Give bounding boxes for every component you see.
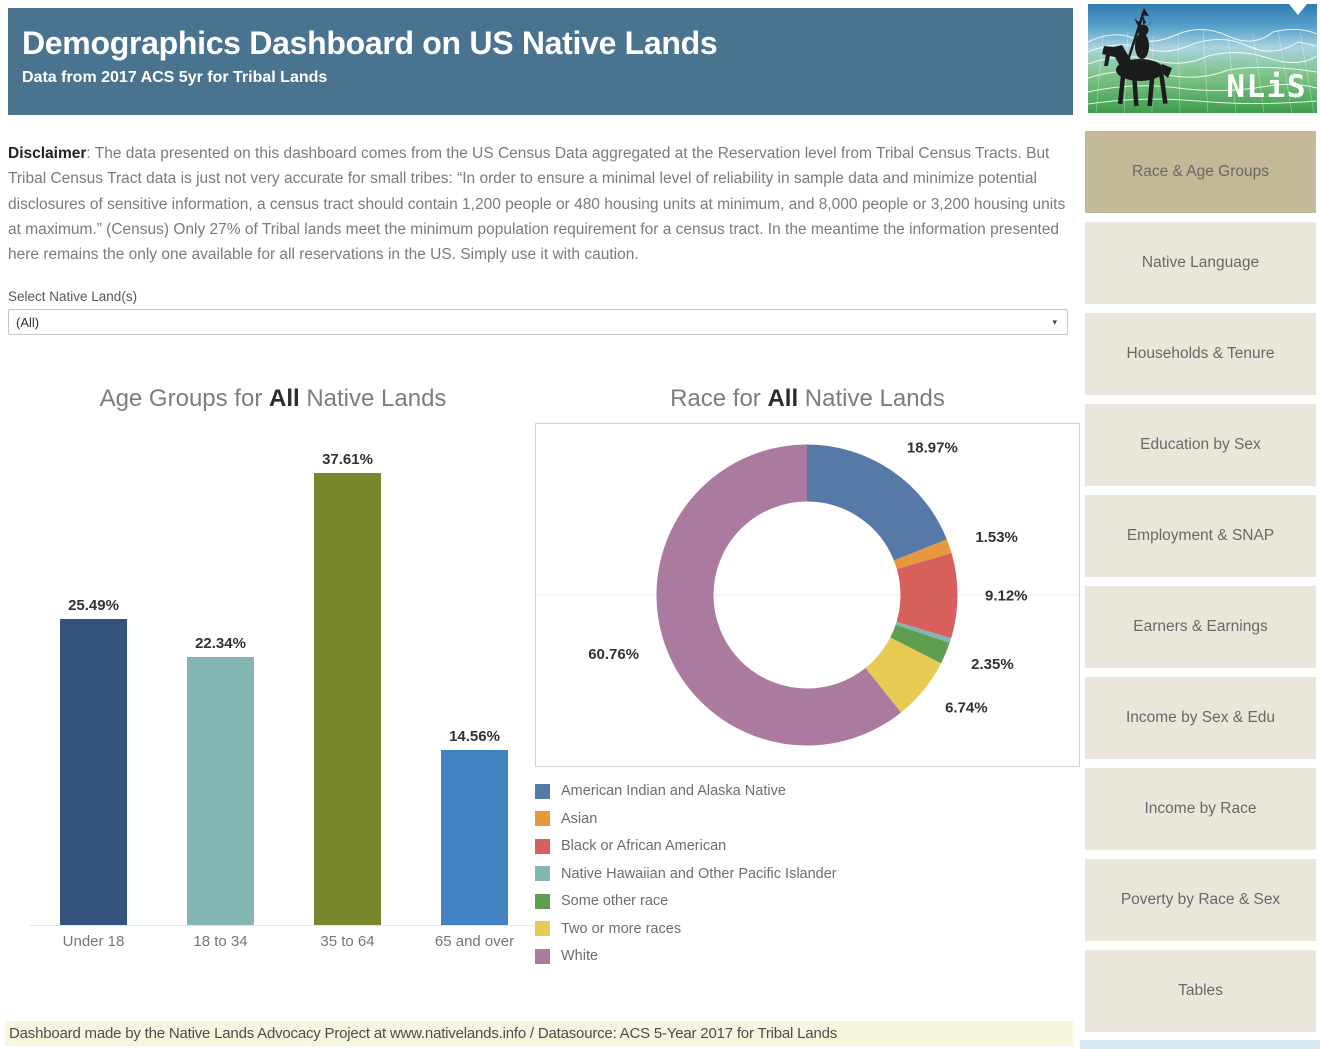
bar[interactable]: [60, 618, 127, 926]
axis-tick-label: Under 18: [62, 933, 125, 951]
axis-tick-label: 65 and over: [434, 933, 515, 951]
bottom-right-strip: [1080, 1040, 1320, 1049]
page-subtitle: Data from 2017 ACS 5yr for Tribal Lands: [22, 69, 328, 86]
legend-swatch-icon: [535, 811, 550, 827]
bar-group-under-18: 25.49%: [30, 596, 157, 926]
legend-row[interactable]: White: [535, 948, 1080, 964]
legend-label: Native Hawaiian and Other Pacific Island…: [561, 865, 837, 882]
legend-swatch-icon: [535, 866, 550, 882]
legend-row[interactable]: Two or more races: [535, 921, 1080, 937]
native-land-filter-label: Select Native Land(s): [8, 289, 138, 305]
sidebar-item-households-tenure[interactable]: Households & Tenure: [1085, 313, 1316, 395]
age-groups-bar-chart: Age Groups for All Native Lands 25.49% 22…: [8, 385, 538, 976]
axis-tick-label: 18 to 34: [193, 933, 248, 951]
legend-label: Asian: [561, 810, 598, 827]
disclaimer-text: Disclaimer: The data presented on this d…: [8, 141, 1068, 267]
legend-row[interactable]: Asian: [535, 811, 1080, 827]
wireframe-mountains-icon: [1088, 8, 1317, 113]
bar-chart-title: Age Groups for All Native Lands: [99, 385, 447, 413]
sidebar-item-poverty-by-race-sex[interactable]: Poverty by Race & Sex: [1085, 859, 1316, 941]
bar-value-label: 25.49%: [68, 596, 119, 614]
axis-tick-label: 35 to 64: [320, 933, 375, 951]
donut-slice-black-or-african-american[interactable]: [656, 444, 958, 746]
native-land-dropdown-value: (All): [16, 314, 40, 330]
bar-chart-axis-labels: Under 18 18 to 34 35 to 64 65 and over: [30, 926, 538, 950]
donut-slice-label: 6.74%: [945, 700, 988, 717]
race-donut-chart: Race for All Native Lands 18.97% 1.53% 9.1…: [535, 385, 1080, 976]
legend-label: Two or more races: [561, 920, 682, 937]
sidebar-nav: Race & Age Groups Native Language Househol…: [1085, 131, 1316, 1041]
disclaimer-label: Disclaimer: [8, 145, 87, 162]
charts-row: Age Groups for All Native Lands 25.49% 22…: [8, 385, 1080, 976]
bar-value-label: 37.61%: [322, 451, 373, 469]
bar-group-65-and-over: 14.56%: [411, 728, 538, 926]
sidebar-item-native-language[interactable]: Native Language: [1085, 222, 1316, 304]
sidebar-item-income-by-sex-edu[interactable]: Income by Sex & Edu: [1085, 677, 1316, 759]
donut-chart-svg: 18.97% 1.53% 9.12% 2.35% 6.74% 60.76%: [536, 440, 1079, 746]
sidebar-item-tables[interactable]: Tables: [1085, 950, 1316, 1032]
legend-label: Some other race: [561, 893, 669, 910]
sidebar-item-earners-earnings[interactable]: Earners & Earnings: [1085, 586, 1316, 668]
donut-chart-title: Race for All Native Lands: [670, 385, 945, 413]
legend-label: White: [561, 948, 599, 965]
bar-group-18-to-34: 22.34%: [157, 635, 284, 926]
legend-swatch-icon: [535, 921, 550, 937]
bar-group-35-to-64: 37.61%: [284, 451, 411, 926]
sidebar-item-race-age-groups[interactable]: Race & Age Groups: [1085, 131, 1316, 213]
donut-slice-label: 18.97%: [907, 440, 958, 457]
sidebar-item-employment-snap[interactable]: Employment & SNAP: [1085, 495, 1316, 577]
bar-value-label: 22.34%: [195, 634, 246, 652]
caret-down-icon[interactable]: ▾: [1052, 316, 1057, 327]
legend-swatch-icon: [535, 783, 550, 799]
horse-rider-silhouette-icon: [1102, 8, 1172, 107]
donut-slice-label: 1.53%: [975, 529, 1018, 546]
donut-slice-label: 2.35%: [971, 656, 1014, 673]
race-legend: American Indian and Alaska Native Asian Bl…: [535, 783, 1080, 964]
donut-slice-label: 9.12%: [985, 588, 1028, 605]
footer-credit: Dashboard made by the Native Lands Advoc…: [5, 1021, 1073, 1046]
bar-chart-plot-area: 25.49% 22.34% 37.61% 14.56%: [30, 433, 538, 927]
legend-swatch-icon: [535, 893, 550, 909]
sidebar-item-income-by-race[interactable]: Income by Race: [1085, 768, 1316, 850]
dashboard-header: Demographics Dashboard on US Native Land…: [8, 8, 1073, 115]
donut-slice-white[interactable]: [656, 444, 958, 746]
legend-row[interactable]: Native Hawaiian and Other Pacific Island…: [535, 866, 1080, 882]
donut-slice-label: 60.76%: [588, 646, 639, 663]
legend-swatch-icon: [535, 838, 550, 854]
donut-chart-plot-area: 18.97% 1.53% 9.12% 2.35% 6.74% 60.76%: [535, 423, 1080, 768]
bar[interactable]: [187, 656, 254, 926]
footer-text: Dashboard made by the Native Lands Advoc…: [9, 1025, 838, 1042]
bar[interactable]: [441, 750, 508, 926]
nlis-logo-text: NLiS: [1226, 69, 1307, 105]
page-title: Demographics Dashboard on US Native Land…: [22, 25, 718, 61]
sidebar-item-education-by-sex[interactable]: Education by Sex: [1085, 404, 1316, 486]
legend-row[interactable]: Some other race: [535, 893, 1080, 909]
legend-row[interactable]: Black or African American: [535, 838, 1080, 854]
bar-value-label: 14.56%: [449, 728, 500, 746]
nlis-logo: NLiS: [1088, 4, 1317, 113]
native-land-dropdown[interactable]: (All) ▾: [8, 309, 1068, 336]
bar[interactable]: [314, 473, 381, 926]
legend-label: Black or African American: [561, 838, 727, 855]
legend-swatch-icon: [535, 948, 550, 964]
legend-row[interactable]: American Indian and Alaska Native: [535, 783, 1080, 799]
caret-down-notch-icon: [1289, 4, 1307, 15]
disclaimer-body: : The data presented on this dashboard c…: [8, 145, 1066, 263]
main-column: Demographics Dashboard on US Native Land…: [8, 8, 1080, 976]
legend-label: American Indian and Alaska Native: [561, 783, 786, 800]
